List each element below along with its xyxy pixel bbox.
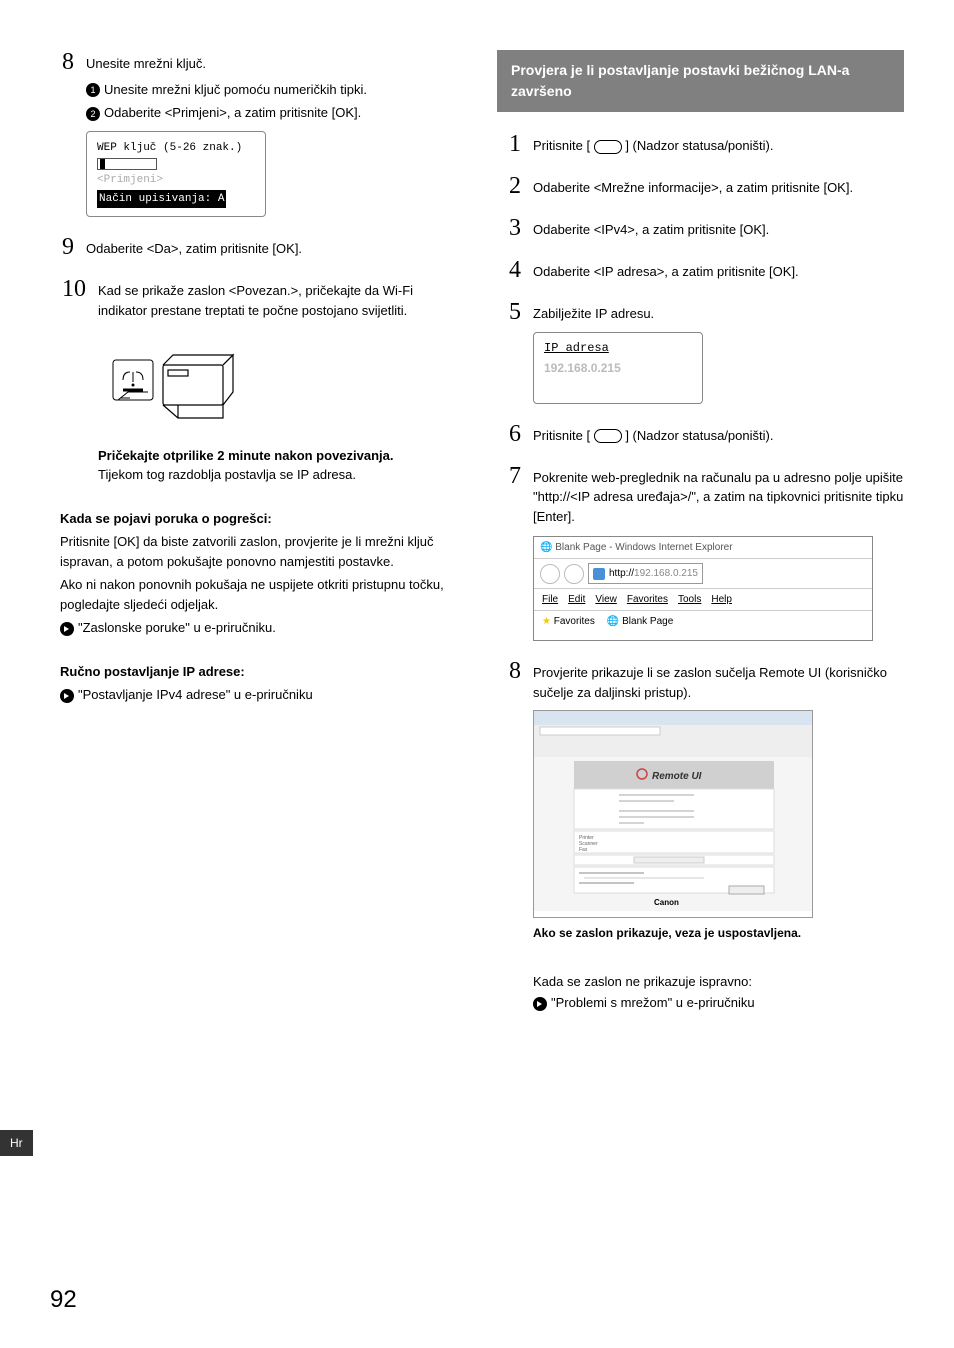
substep-1: 1Unesite mrežni ključ pomoću numeričkih … [86, 80, 457, 100]
step-number: 8 [497, 659, 521, 942]
step-number: 9 [50, 235, 74, 259]
step-5: 5 Zabilježite IP adresu. IP adresa 192.1… [497, 300, 904, 404]
step-text: Odaberite <Da>, zatim pritisnite [OK]. [86, 235, 457, 259]
step-3: 3 Odaberite <IPv4>, a zatim pritisnite [… [497, 216, 904, 240]
back-button-icon[interactable] [540, 564, 560, 584]
favorites-bar: ★ Favorites 🌐 Blank Page [534, 611, 872, 632]
footer-ref: "Problemi s mrežom" u e-priručniku [533, 993, 904, 1013]
menu-help[interactable]: Help [711, 594, 732, 605]
menu-tools[interactable]: Tools [678, 594, 701, 605]
right-column: Provjera je li postavljanje postavki bež… [497, 50, 904, 1013]
substep-list: 1Unesite mrežni ključ pomoću numeričkih … [86, 80, 457, 123]
svg-text:Fax: Fax [579, 847, 588, 853]
lcd-input-field [97, 158, 157, 170]
error-p2: Ako ni nakon ponovnih pokušaja ne uspije… [60, 575, 457, 614]
menu-view[interactable]: View [595, 594, 617, 605]
reference-arrow-icon [60, 689, 74, 703]
step-number: 1 [497, 132, 521, 156]
reference-arrow-icon [60, 622, 74, 636]
remote-ui-screenshot: Remote UI Printer Scanner Fax [533, 710, 813, 918]
step-text: Zabilježite IP adresu. [533, 304, 904, 324]
ip-label: IP adresa [544, 339, 692, 357]
step-text: Odaberite <Mrežne informacije>, a zatim … [533, 174, 904, 198]
step-number: 6 [497, 422, 521, 446]
step-9: 9 Odaberite <Da>, zatim pritisnite [OK]. [50, 235, 457, 259]
ie-icon [593, 568, 605, 580]
step-text: Pokrenite web-preglednik na računalu pa … [533, 468, 904, 527]
step-text: Provjerite prikazuje li se zaslon sučelj… [533, 663, 904, 702]
step-number: 4 [497, 258, 521, 282]
step-4: 4 Odaberite <IP adresa>, a zatim pritisn… [497, 258, 904, 282]
footer-note: Kada se zaslon ne prikazuje ispravno: "P… [533, 972, 904, 1013]
page-content: 8 Unesite mrežni ključ. 1Unesite mrežni … [0, 0, 954, 1053]
step-8r: 8 Provjerite prikazuje li se zaslon suče… [497, 659, 904, 942]
tab-blank: 🌐 Blank Page [607, 614, 673, 629]
page-number: 92 [50, 1282, 77, 1318]
section-header: Provjera je li postavljanje postavki bež… [497, 50, 904, 112]
wait-heading: Pričekajte otprilike 2 minute nakon pove… [98, 446, 457, 466]
lcd-selected: Način upisivanja: A [97, 190, 226, 209]
footer-text: Kada se zaslon ne prikazuje ispravno: [533, 972, 904, 992]
ip-lcd-screen: IP adresa 192.168.0.215 [533, 332, 703, 404]
svg-text:Remote UI: Remote UI [652, 771, 702, 782]
error-section: Kada se pojavi poruka o pogrešci: Pritis… [60, 509, 457, 638]
step-number: 5 [497, 300, 521, 404]
ip-value: 192.168.0.215 [544, 359, 692, 377]
menu-file[interactable]: File [542, 594, 558, 605]
step-number: 10 [50, 277, 86, 485]
browser-nav: http://192.168.0.215 [534, 559, 872, 589]
svg-text:Canon: Canon [654, 898, 679, 907]
caption: Ako se zaslon prikazuje, veza je usposta… [533, 924, 904, 942]
browser-menu: File Edit View Favorites Tools Help [534, 589, 872, 611]
ip-heading: Ručno postavljanje IP adrese: [60, 662, 457, 682]
menu-edit[interactable]: Edit [568, 594, 585, 605]
error-heading: Kada se pojavi poruka o pogrešci: [60, 509, 457, 529]
lcd-option: <Primjeni> [97, 172, 255, 189]
error-p1: Pritisnite [OK] da biste zatvorili zaslo… [60, 532, 457, 571]
step-7: 7 Pokrenite web-preglednik na računalu p… [497, 464, 904, 642]
lcd-line: WEP ključ (5-26 znak.) [97, 140, 255, 157]
status-button-icon [594, 140, 622, 154]
substep-2: 2Odaberite <Primjeni>, a zatim pritisnit… [86, 103, 457, 123]
step-number: 3 [497, 216, 521, 240]
lcd-screen: WEP ključ (5-26 znak.) <Primjeni> Način … [86, 131, 266, 218]
circled-2-icon: 2 [86, 107, 100, 121]
favorites-label: ★ Favorites [542, 614, 595, 629]
step-text: Kad se prikaže zaslon <Povezan.>, priček… [98, 281, 457, 320]
printer-illustration [108, 330, 457, 436]
menu-favorites[interactable]: Favorites [627, 594, 668, 605]
step-number: 2 [497, 174, 521, 198]
language-tab: Hr [0, 1130, 33, 1156]
error-ref: "Zaslonske poruke" u e-priručniku. [60, 618, 457, 638]
step-text: Pritisnite [ ] (Nadzor statusa/poništi). [533, 132, 904, 156]
step-text: Odaberite <IPv4>, a zatim pritisnite [OK… [533, 216, 904, 240]
status-button-icon [594, 429, 622, 443]
wait-text: Tijekom tog razdoblja postavlja se IP ad… [98, 465, 457, 485]
step-number: 7 [497, 464, 521, 642]
step-number: 8 [50, 50, 74, 217]
left-column: 8 Unesite mrežni ključ. 1Unesite mrežni … [50, 50, 457, 1013]
reference-arrow-icon [533, 997, 547, 1011]
step-text: Unesite mrežni ključ. [86, 54, 457, 74]
cursor-icon [100, 159, 105, 169]
browser-titlebar: 🌐 Blank Page - Windows Internet Explorer [534, 537, 872, 559]
step-1: 1 Pritisnite [ ] (Nadzor statusa/poništi… [497, 132, 904, 156]
step-10: 10 Kad se prikaže zaslon <Povezan.>, pri… [50, 277, 457, 485]
star-icon: ★ [542, 616, 551, 627]
step-2: 2 Odaberite <Mrežne informacije>, a zati… [497, 174, 904, 198]
ip-section: Ručno postavljanje IP adrese: "Postavlja… [60, 662, 457, 705]
ip-ref: "Postavljanje IPv4 adrese" u e-priručnik… [60, 685, 457, 705]
url-bar[interactable]: http://192.168.0.215 [588, 563, 703, 584]
step-text: Odaberite <IP adresa>, a zatim pritisnit… [533, 258, 904, 282]
step-8: 8 Unesite mrežni ključ. 1Unesite mrežni … [50, 50, 457, 217]
browser-window: 🌐 Blank Page - Windows Internet Explorer… [533, 536, 873, 641]
forward-button-icon[interactable] [564, 564, 584, 584]
circled-1-icon: 1 [86, 83, 100, 97]
step-6: 6 Pritisnite [ ] (Nadzor statusa/poništi… [497, 422, 904, 446]
step-text: Pritisnite [ ] (Nadzor statusa/poništi). [533, 422, 904, 446]
